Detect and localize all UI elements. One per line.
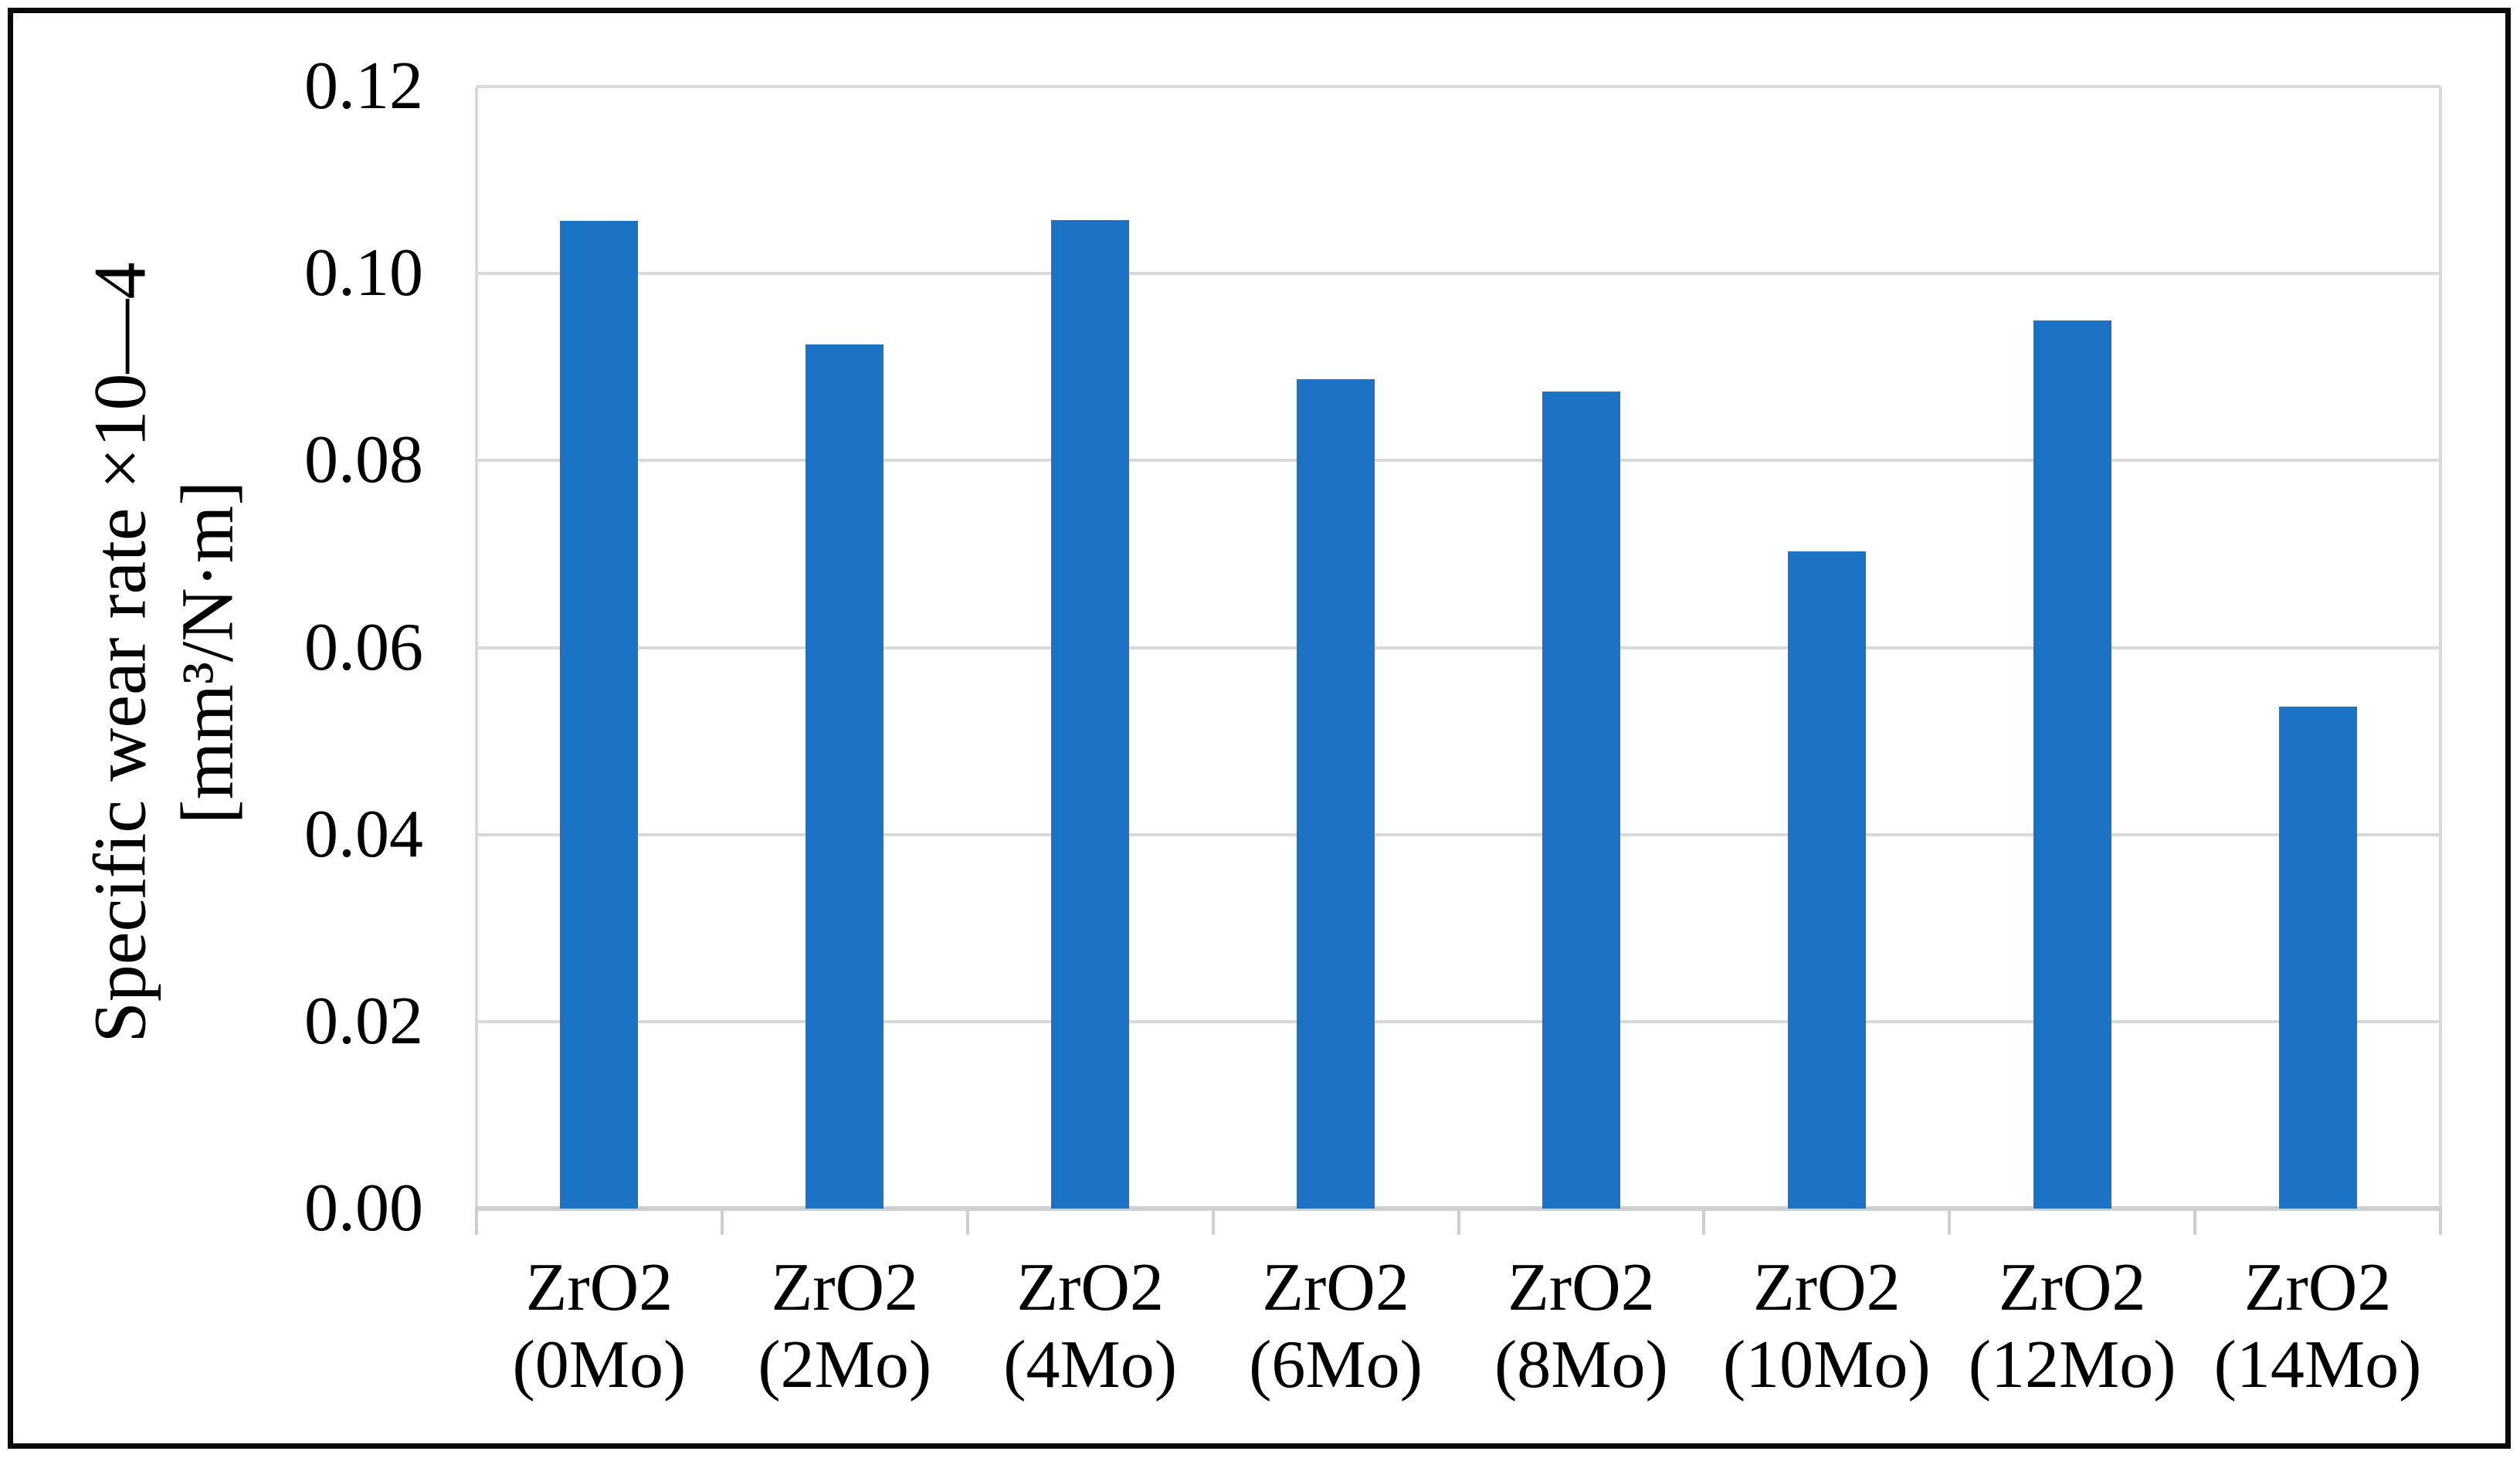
bar	[560, 221, 639, 1209]
x-category-label-line2: (6Mo)	[1249, 1327, 1423, 1403]
bar	[1051, 220, 1130, 1209]
x-category-label-line1: ZrO2	[1998, 1250, 2146, 1325]
x-category-label-line2: (14Mo)	[2213, 1327, 2422, 1403]
x-axis-tick	[475, 1209, 478, 1235]
x-axis-tick	[1457, 1209, 1460, 1235]
y-tick-label: 0.08	[304, 422, 423, 498]
x-category-label-line2: (2Mo)	[758, 1327, 932, 1403]
x-category-label-line2: (10Mo)	[1722, 1327, 1931, 1403]
x-category-label: ZrO2 (6Mo)	[1213, 1249, 1459, 1405]
bar	[2278, 707, 2357, 1209]
x-category-label: ZrO2 (2Mo)	[722, 1249, 968, 1405]
gridline	[477, 646, 2440, 649]
y-tick-label: 0.12	[304, 49, 423, 124]
x-axis-tick	[965, 1209, 969, 1235]
gridline	[477, 459, 2440, 463]
x-axis-tick	[720, 1209, 724, 1235]
y-tick-label: 0.04	[304, 796, 423, 872]
x-category-label: ZrO2 (14Mo)	[2195, 1249, 2440, 1405]
x-category-label-line1: ZrO2	[771, 1250, 919, 1325]
y-tick-label: 0.00	[304, 1171, 423, 1246]
x-category-label-line1: ZrO2	[2244, 1250, 2392, 1325]
x-category-label: ZrO2 (12Mo)	[1949, 1249, 2195, 1405]
x-category-label: ZrO2 (4Mo)	[968, 1249, 1213, 1405]
x-category-label-line1: ZrO2	[1016, 1250, 1164, 1325]
x-category-label-line1: ZrO2	[1262, 1250, 1409, 1325]
x-category-label: ZrO2 (10Mo)	[1704, 1249, 1949, 1405]
x-axis-tick	[2439, 1209, 2442, 1235]
x-category-label: ZrO2 (0Mo)	[477, 1249, 722, 1405]
x-category-label-line1: ZrO2	[525, 1250, 673, 1325]
x-axis-tick	[2193, 1209, 2197, 1235]
plot-left-border	[475, 86, 478, 1209]
plot-area	[475, 85, 2442, 1211]
gridline	[477, 832, 2440, 836]
y-tick-label: 0.06	[304, 609, 423, 685]
x-category-label-line1: ZrO2	[1753, 1250, 1901, 1325]
x-category-label-line2: (4Mo)	[1003, 1327, 1178, 1403]
y-tick-label: 0.02	[304, 983, 423, 1059]
x-axis-tick	[1211, 1209, 1215, 1235]
x-axis-tick	[1702, 1209, 1706, 1235]
bar	[806, 344, 884, 1209]
x-category-label-line2: (12Mo)	[1968, 1327, 2176, 1403]
x-category-label: ZrO2 (8Mo)	[1459, 1249, 1704, 1405]
x-category-label-line1: ZrO2	[1508, 1250, 1655, 1325]
gridline	[477, 272, 2440, 276]
x-category-label-line2: (8Mo)	[1494, 1327, 1668, 1403]
gridline	[477, 1019, 2440, 1023]
x-axis-tick	[1948, 1209, 1952, 1235]
x-category-label-line2: (0Mo)	[512, 1327, 687, 1403]
plot-right-border	[2439, 86, 2442, 1209]
y-tick-label: 0.10	[304, 236, 423, 311]
bar	[1787, 551, 1866, 1209]
bar	[1297, 379, 1375, 1209]
bar	[2033, 320, 2111, 1209]
bar	[1542, 392, 1620, 1209]
gridline	[477, 85, 2440, 88]
